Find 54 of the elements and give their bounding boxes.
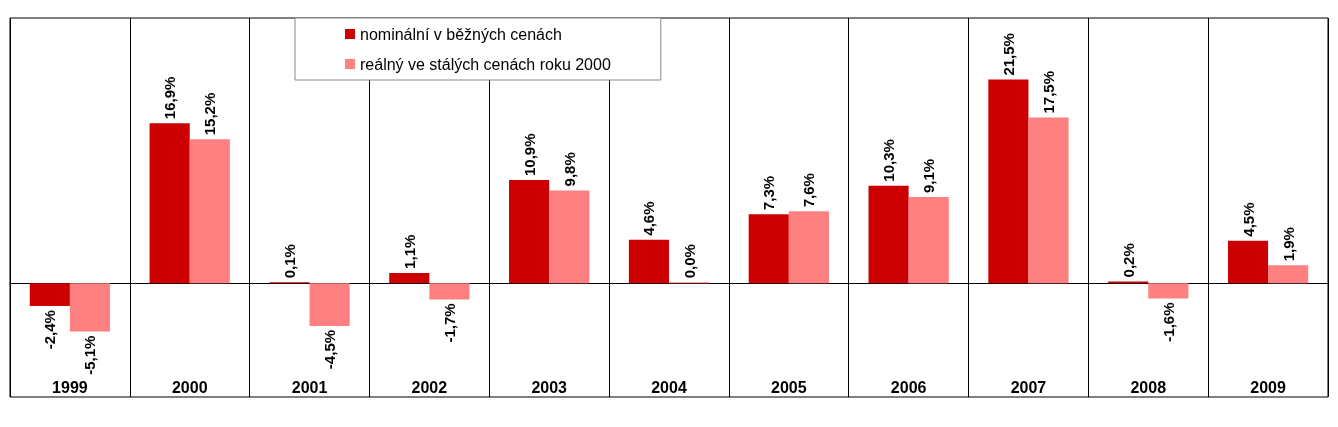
legend-label: reálný ve stálých cenách roku 2000 bbox=[360, 55, 611, 73]
data-label: 4,6% bbox=[640, 201, 658, 236]
data-label: -2,4% bbox=[41, 310, 59, 350]
x-tick-label: 2002 bbox=[411, 378, 448, 396]
data-label: 7,6% bbox=[800, 173, 818, 208]
bar bbox=[788, 211, 829, 284]
data-label: -1,6% bbox=[1159, 302, 1177, 342]
bar bbox=[1148, 283, 1189, 299]
bar bbox=[509, 180, 550, 284]
data-label: 21,5% bbox=[999, 33, 1017, 76]
x-tick-label: 2009 bbox=[1250, 378, 1286, 396]
bar bbox=[908, 197, 949, 284]
bar bbox=[149, 123, 190, 284]
data-label: 15,2% bbox=[201, 92, 219, 136]
bar bbox=[549, 190, 590, 284]
x-tick-label: 2006 bbox=[890, 378, 927, 396]
x-tick-label: 2001 bbox=[291, 378, 328, 396]
x-tick-label: 2000 bbox=[171, 378, 208, 396]
data-label: -5,1% bbox=[81, 335, 99, 375]
bar bbox=[868, 185, 909, 284]
data-label: -1,7% bbox=[440, 303, 458, 343]
data-label: 0,1% bbox=[280, 244, 298, 279]
data-label: 0,0% bbox=[680, 244, 698, 279]
data-label: 17,5% bbox=[1040, 70, 1058, 114]
bar bbox=[1028, 117, 1069, 284]
data-label: 10,3% bbox=[880, 139, 898, 182]
bar bbox=[748, 214, 789, 284]
data-label: 9,1% bbox=[920, 158, 938, 194]
bar bbox=[389, 272, 430, 284]
data-label: 16,9% bbox=[161, 76, 179, 120]
bar bbox=[429, 283, 470, 300]
bar bbox=[189, 139, 230, 284]
bar bbox=[988, 79, 1029, 284]
x-tick-label: 2005 bbox=[771, 378, 807, 396]
bar bbox=[29, 283, 70, 307]
bar bbox=[1268, 265, 1309, 284]
data-label: 0,2% bbox=[1119, 243, 1137, 278]
x-tick-label: 2003 bbox=[531, 378, 568, 396]
data-label: -4,5% bbox=[321, 329, 339, 370]
data-label: 7,3% bbox=[760, 175, 778, 211]
data-label: 9,8% bbox=[560, 152, 578, 187]
x-tick-label: 2007 bbox=[1010, 378, 1047, 396]
data-label: 1,9% bbox=[1279, 227, 1297, 262]
bar bbox=[309, 283, 350, 326]
data-label: 4,5% bbox=[1239, 202, 1257, 237]
x-tick-label: 2008 bbox=[1130, 378, 1167, 396]
data-label: 10,9% bbox=[520, 133, 538, 177]
x-tick-label: 2004 bbox=[651, 378, 687, 396]
x-tick-label: 1999 bbox=[52, 378, 88, 396]
bar bbox=[69, 283, 111, 332]
bar bbox=[1227, 240, 1269, 284]
data-label: 1,1% bbox=[400, 234, 418, 269]
legend-label: nominální v běžných cenách bbox=[360, 25, 562, 43]
bar bbox=[628, 239, 669, 284]
